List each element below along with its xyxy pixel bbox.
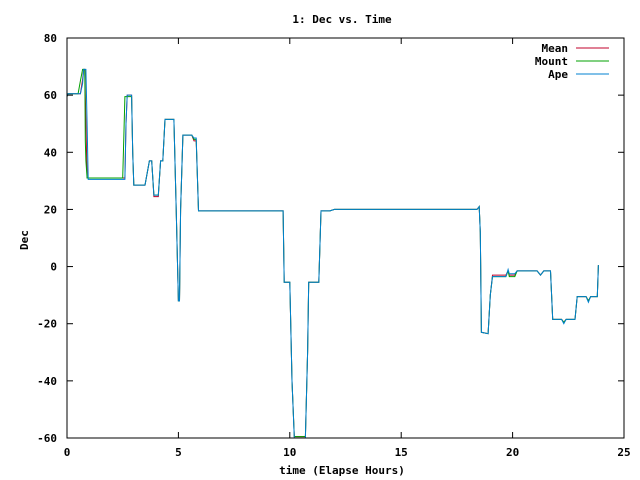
y-tick-label: 40 — [44, 146, 57, 159]
y-tick-label: -40 — [37, 375, 57, 388]
y-tick-label: -60 — [37, 432, 57, 445]
legend-label-mount: Mount — [535, 55, 568, 68]
x-tick-label: 15 — [395, 446, 408, 459]
series-layer — [66, 68, 599, 439]
legend-label-mean: Mean — [542, 42, 569, 55]
y-axis-label: Dec — [18, 230, 31, 250]
plot-frame — [66, 37, 625, 439]
x-tick-label: 20 — [506, 446, 519, 459]
y-tick-label: 20 — [44, 203, 57, 216]
x-tick-label: 5 — [175, 446, 182, 459]
y-tick-label: -20 — [37, 318, 57, 331]
x-tick-label: 0 — [64, 446, 71, 459]
chart-title: 1: Dec vs. Time — [292, 13, 392, 26]
y-tick-label: 60 — [44, 89, 57, 102]
series-line-mean — [66, 68, 599, 438]
series-line-mount — [66, 68, 599, 438]
series-line-ape — [66, 68, 599, 439]
y-tick-label: 0 — [50, 261, 57, 274]
x-axis-label: time (Elapse Hours) — [279, 464, 405, 477]
x-tick-label: 25 — [617, 446, 630, 459]
x-tick-label: 10 — [283, 446, 296, 459]
y-tick-label: 80 — [44, 32, 57, 45]
ticks-layer: 0 5 10 15 20 25 -60 -40 -20 0 20 40 60 80 — [37, 32, 631, 459]
legend-label-ape: Ape — [548, 68, 568, 81]
